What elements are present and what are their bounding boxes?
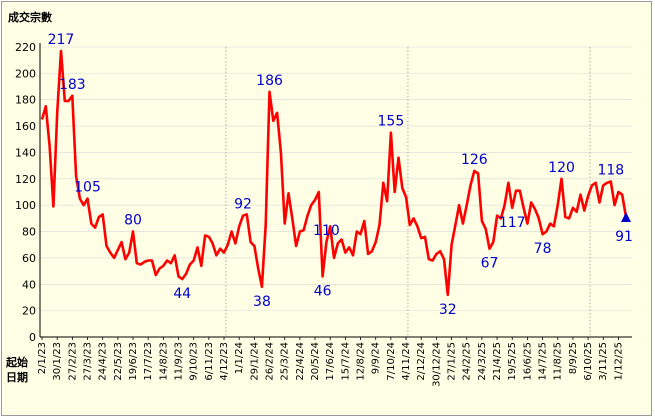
y-axis-ticks: 0 20 40 60 80 100 120 140 160 180 200 220 (15, 41, 36, 344)
x-axis-ticks: 2/1/23 30/1/23 27/2/23 27/3/23 24/4/23 22/5/2… (37, 337, 624, 387)
x-tick-label: 6/10/25 (583, 342, 594, 381)
x-tick-label: 9/9/24 (371, 342, 382, 374)
x-axis-title-line-1: 起始 (5, 355, 28, 369)
x-tick-label: 24/3/25 (477, 342, 488, 381)
x-tick-label: 26/2/24 (265, 342, 276, 381)
x-tick-label: 22/4/24 (295, 342, 306, 381)
data-label: 78 (534, 241, 552, 257)
data-label: 217 (48, 32, 75, 48)
data-label: 67 (481, 256, 499, 272)
series-line (40, 49, 628, 297)
y-tick-label: 0 (29, 331, 36, 344)
x-tick-label: 7/10/24 (386, 342, 397, 381)
x-tick-label: 2/12/24 (416, 342, 427, 381)
x-tick-label: 27/2/23 (67, 342, 78, 381)
x-tick-label: 9/10/23 (189, 342, 200, 381)
data-labels: 217 183 105 80 44 92 38 186 46 110 155 32 126 67 117 78… (48, 32, 633, 318)
data-label: 38 (253, 294, 271, 310)
gridlines (40, 46, 632, 337)
data-label: 118 (597, 162, 624, 178)
x-tick-label: 27/3/23 (83, 342, 94, 381)
x-tick-label: 4/11/24 (401, 342, 412, 381)
x-tick-label: 19/5/25 (507, 342, 518, 381)
x-axis-title-line-2: 日期 (6, 370, 28, 384)
data-label: 117 (499, 215, 526, 231)
x-tick-label: 25/3/24 (280, 342, 291, 381)
x-tick-label: 21/4/25 (492, 342, 503, 381)
x-tick-label: 24/2/25 (462, 342, 473, 381)
data-label: 183 (59, 77, 86, 93)
x-tick-label: 30/12/24 (431, 342, 442, 387)
x-tick-label: 14/8/23 (158, 342, 169, 381)
x-tick-label: 29/1/24 (249, 342, 260, 381)
x-tick-label: 24/4/23 (98, 342, 109, 381)
x-tick-label: 1/1/24 (234, 342, 245, 374)
y-tick-label: 180 (15, 94, 36, 107)
data-label: 92 (234, 197, 252, 213)
x-tick-label: 16/6/25 (522, 342, 533, 381)
y-tick-label: 120 (15, 173, 36, 186)
x-tick-label: 19/6/23 (128, 342, 139, 381)
y-tick-label: 80 (22, 226, 36, 239)
x-tick-label: 22/5/23 (113, 342, 124, 381)
y-tick-label: 220 (15, 41, 36, 54)
y-tick-label: 200 (15, 67, 36, 80)
y-tick-label: 140 (15, 146, 36, 159)
axes (39, 43, 632, 338)
data-label: 105 (74, 180, 101, 196)
x-tick-label: 12/8/24 (356, 342, 367, 381)
series (40, 49, 631, 297)
data-label: 155 (378, 114, 405, 130)
y-axis-title: 成交宗數 (8, 10, 52, 24)
data-label: 44 (173, 286, 191, 302)
data-label: 110 (313, 223, 340, 239)
x-tick-label: 4/12/23 (219, 342, 230, 381)
x-tick-label: 15/7/24 (340, 342, 351, 381)
y-tick-label: 100 (15, 199, 36, 212)
data-label: 32 (439, 302, 457, 318)
last-point-marker (621, 212, 631, 223)
x-tick-label: 27/1/25 (447, 342, 458, 381)
x-tick-label: 3/11/25 (598, 342, 609, 381)
data-label: 186 (256, 73, 283, 89)
data-label: 46 (314, 283, 332, 299)
data-label: 80 (124, 213, 142, 229)
y-tick-label: 20 (22, 305, 36, 318)
x-tick-label: 17/7/23 (143, 342, 154, 381)
y-tick-label: 60 (22, 252, 36, 265)
data-label: 91 (615, 229, 633, 245)
y-tick-label: 40 (22, 278, 36, 291)
x-tick-label: 8/9/25 (568, 342, 579, 374)
data-label: 120 (548, 160, 575, 176)
x-tick-label: 1/12/25 (613, 342, 624, 381)
x-tick-label: 11/9/23 (174, 342, 185, 381)
x-tick-label: 6/11/23 (204, 342, 215, 381)
x-tick-label: 30/1/23 (52, 342, 63, 381)
x-tick-label: 17/6/24 (325, 342, 336, 381)
x-tick-label: 20/5/24 (310, 342, 321, 381)
x-tick-label: 2/1/23 (37, 342, 48, 374)
x-tick-label: 11/8/25 (553, 342, 564, 381)
x-tick-label: 14/7/25 (538, 342, 549, 381)
y-tick-label: 160 (15, 120, 36, 133)
data-label: 126 (461, 152, 488, 168)
